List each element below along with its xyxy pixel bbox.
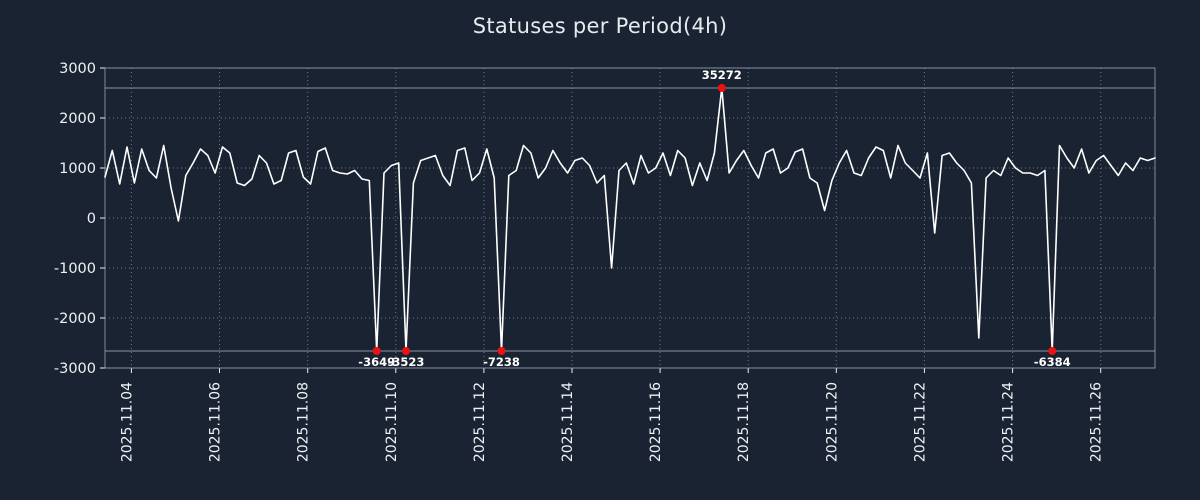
- x-tick-label: 2025.11.12: [472, 382, 488, 462]
- series-line: [104, 87, 1156, 352]
- x-tick-label: 2025.11.16: [648, 382, 664, 462]
- extreme-marker: [717, 84, 726, 92]
- y-tick-label: 0: [87, 211, 96, 227]
- x-tick-label: 2025.11.18: [736, 382, 752, 462]
- extreme-label: -3649: [358, 355, 395, 369]
- x-tick-label: 2025.11.20: [824, 382, 840, 462]
- y-tick-label: 3000: [59, 61, 96, 77]
- x-tick-label: 2025.11.04: [119, 382, 135, 462]
- extreme-label: -3523: [388, 355, 425, 369]
- x-tick-label: 2025.11.26: [1089, 382, 1105, 462]
- extreme-label: -6384: [1034, 355, 1071, 369]
- extreme-points: -3649-3523 -7238 35272 -6384: [358, 68, 1070, 369]
- y-tick-label: -1000: [54, 261, 96, 277]
- extreme-label: 35272: [702, 68, 742, 82]
- x-axis: 2025.11.04 2025.11.06 2025.11.08 2025.11.10…: [119, 68, 1105, 462]
- x-tick-label: 2025.11.08: [296, 382, 312, 462]
- y-tick-label: -3000: [54, 361, 96, 377]
- chart-title: Statuses per Period(4h): [472, 14, 728, 38]
- extreme-marker: [402, 347, 410, 355]
- y-tick-label: -2000: [54, 311, 96, 327]
- x-tick-label: 2025.11.24: [1001, 382, 1017, 462]
- extreme-label: -7238: [483, 355, 520, 369]
- x-tick-label: 2025.11.22: [912, 382, 928, 462]
- extreme-marker: [497, 347, 506, 355]
- y-tick-label: 2000: [59, 111, 96, 127]
- x-tick-label: 2025.11.06: [208, 382, 224, 462]
- x-tick-label: 2025.11.14: [560, 382, 576, 462]
- extreme-marker: [1048, 347, 1057, 355]
- x-tick-label: 2025.11.10: [384, 382, 400, 462]
- extreme-marker: [372, 347, 381, 355]
- y-tick-label: 1000: [59, 161, 96, 177]
- plot-border: [104, 67, 1156, 369]
